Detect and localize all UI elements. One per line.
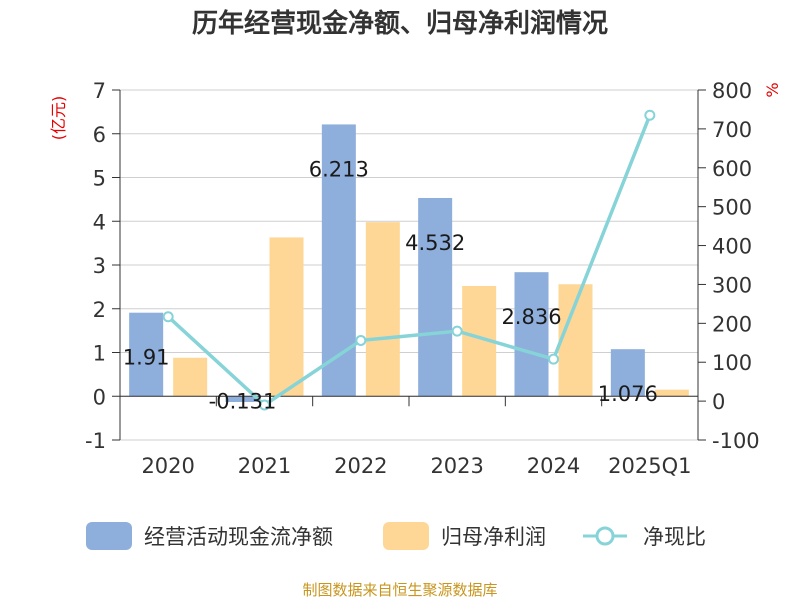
bar-cashflow bbox=[418, 197, 453, 397]
line-ratio-point bbox=[644, 109, 656, 121]
legend: 经营活动现金流净额 归母净利润 净现比 bbox=[86, 522, 706, 550]
legend-label-ratio: 净现比 bbox=[643, 525, 706, 549]
left-axis-tick-label: 3 bbox=[93, 254, 106, 278]
right-axis-tick-label: 200 bbox=[712, 312, 752, 336]
x-axis-tick-label: 2022 bbox=[334, 454, 387, 478]
line-ratio-point bbox=[548, 353, 559, 365]
x-axis-tick-label: 2021 bbox=[238, 454, 291, 478]
line-ratio bbox=[166, 114, 652, 408]
line-ratio-point bbox=[162, 311, 174, 323]
legend-label-cashflow: 经营活动现金流净额 bbox=[144, 525, 333, 549]
line-ratio-point bbox=[259, 399, 270, 411]
bar-cashflow bbox=[225, 396, 260, 402]
data-label-cashflow: 2.836 bbox=[501, 305, 561, 329]
right-axis-unit: % bbox=[763, 82, 782, 97]
left-axis-tick-label: 6 bbox=[93, 123, 106, 147]
right-axis-tick-label: 100 bbox=[712, 351, 752, 375]
left-axis-tick-label: 7 bbox=[93, 79, 106, 103]
bar-netprofit bbox=[365, 222, 400, 397]
line-series bbox=[162, 109, 656, 411]
x-axis-tick-label: 2025Q1 bbox=[608, 454, 691, 478]
right-axis-tick-label: 0 bbox=[712, 390, 725, 414]
bar-netprofit bbox=[173, 357, 208, 397]
right-axis-tick-label: 600 bbox=[712, 157, 752, 181]
x-axis-tick-label: 2020 bbox=[141, 454, 194, 478]
left-axis-tick-label: 2 bbox=[93, 298, 106, 322]
bar-cashflow bbox=[610, 349, 645, 397]
right-axis-tick-label: 500 bbox=[712, 196, 752, 220]
bar-cashflow bbox=[514, 272, 549, 397]
bar-netprofit bbox=[654, 389, 689, 397]
legend-swatch-netprofit bbox=[383, 522, 429, 550]
line-ratio-point bbox=[355, 334, 367, 346]
left-axis-unit: (亿元) bbox=[49, 96, 68, 141]
left-axis-tick-label: -1 bbox=[85, 429, 106, 453]
bar-cashflow bbox=[321, 124, 356, 397]
left-axis-tick-label: 1 bbox=[93, 342, 106, 366]
source-note: 制图数据来自恒生聚源数据库 bbox=[302, 581, 497, 599]
data-label-cashflow: 1.91 bbox=[123, 346, 170, 370]
left-axis-tick-label: 0 bbox=[93, 385, 106, 409]
x-axis-tick-label: 2023 bbox=[430, 454, 483, 478]
right-axis-tick-label: 400 bbox=[712, 235, 752, 259]
right-axis-tick-label: 800 bbox=[712, 79, 752, 103]
left-axis-tick-label: 5 bbox=[93, 167, 106, 191]
data-label-cashflow: 1.076 bbox=[598, 382, 658, 406]
tick-labels: -1 0 1 2 3 4 5 6 7 -100 0 100 200 300 400 500 600 700 800 2… bbox=[85, 79, 760, 478]
legend-swatch-cashflow bbox=[86, 522, 132, 550]
legend-marker-ratio bbox=[595, 526, 615, 546]
legend-label-netprofit: 归母净利润 bbox=[441, 525, 546, 549]
data-labels: 1.91 -0.131 6.213 4.532 2.836 1.076 bbox=[123, 157, 658, 413]
data-label-cashflow: -0.131 bbox=[209, 389, 277, 413]
data-label-cashflow: 6.213 bbox=[309, 157, 369, 181]
axes bbox=[112, 89, 706, 441]
bar-netprofit bbox=[269, 237, 304, 397]
right-axis-tick-label: 300 bbox=[712, 273, 752, 297]
line-ratio-point bbox=[451, 325, 463, 337]
bar-series bbox=[129, 124, 689, 402]
right-axis-tick-label: -100 bbox=[712, 429, 760, 453]
right-axis-tick-label: 700 bbox=[712, 118, 752, 142]
data-label-cashflow: 4.532 bbox=[405, 231, 465, 255]
bar-cashflow bbox=[129, 312, 164, 397]
chart-title: 历年经营现金净额、归母净利润情况 bbox=[192, 8, 608, 39]
left-axis-tick-label: 4 bbox=[93, 210, 106, 234]
x-axis-tick-label: 2024 bbox=[527, 454, 580, 478]
